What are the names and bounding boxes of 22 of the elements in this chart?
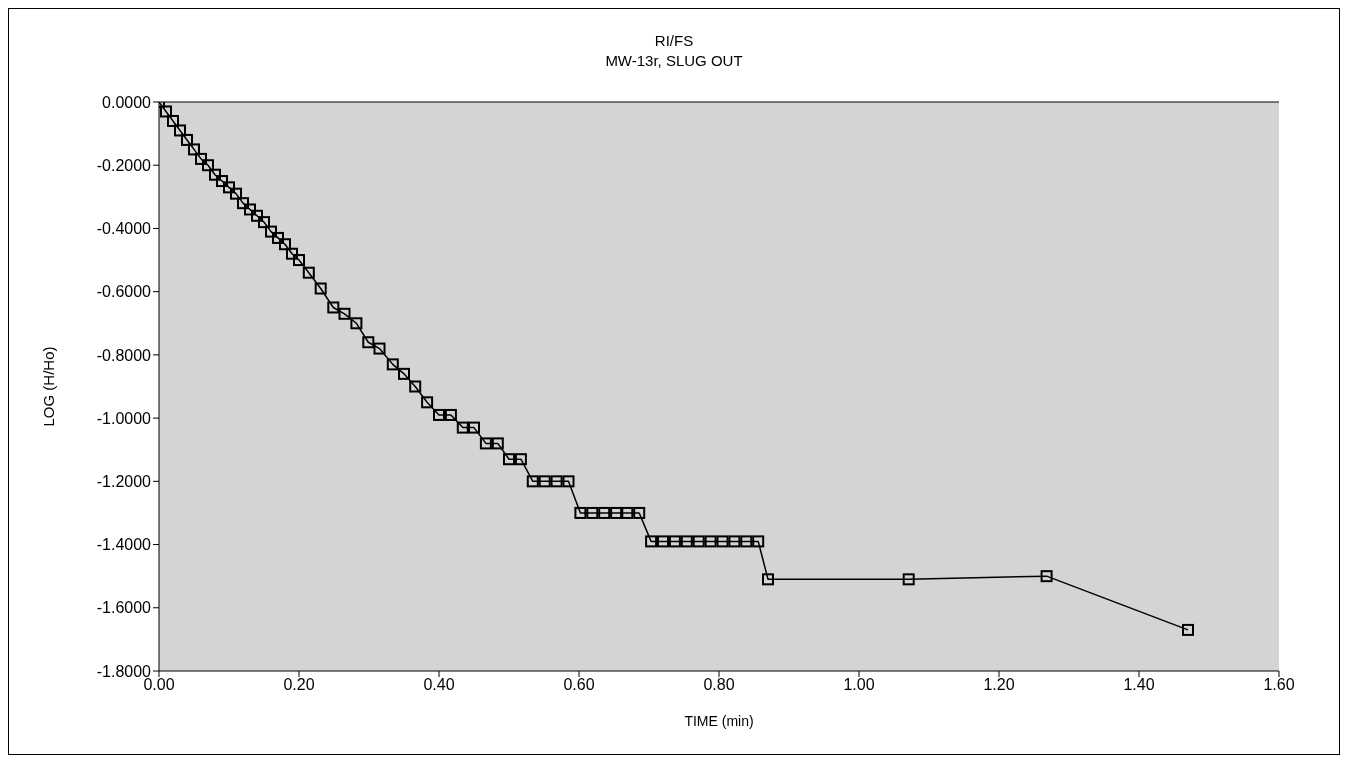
x-axis-title: TIME (min) (684, 713, 754, 729)
x-tick-label: 1.40 (1123, 676, 1155, 694)
x-tick-label: 0.00 (143, 676, 175, 694)
x-tick-label: 0.40 (423, 676, 455, 694)
x-tick-label: 0.80 (703, 676, 735, 694)
y-tick-label: -0.8000 (96, 346, 152, 364)
y-tick-label: -0.2000 (96, 156, 152, 174)
chart-subtitle: MW-13r, SLUG OUT (604, 51, 744, 71)
x-tick-label: 0.20 (283, 676, 315, 694)
y-axis-title: LOG (H/Ho) (40, 346, 58, 427)
x-tick-label: 1.00 (843, 676, 875, 694)
x-tick-label: 1.20 (983, 676, 1015, 694)
y-tick-label: -0.4000 (96, 220, 152, 238)
y-tick-label: -1.6000 (96, 599, 152, 617)
y-tick-label: -0.6000 (96, 283, 152, 301)
y-tick-label: -1.2000 (96, 473, 152, 491)
chart-title: RI/FS (653, 31, 695, 51)
y-tick-label: -1.0000 (96, 409, 152, 427)
y-tick-label: 0.0000 (102, 93, 152, 111)
y-tick-label: -1.4000 (96, 536, 152, 554)
x-tick-label: 0.60 (563, 676, 595, 694)
x-tick-label: 1.60 (1263, 676, 1295, 694)
